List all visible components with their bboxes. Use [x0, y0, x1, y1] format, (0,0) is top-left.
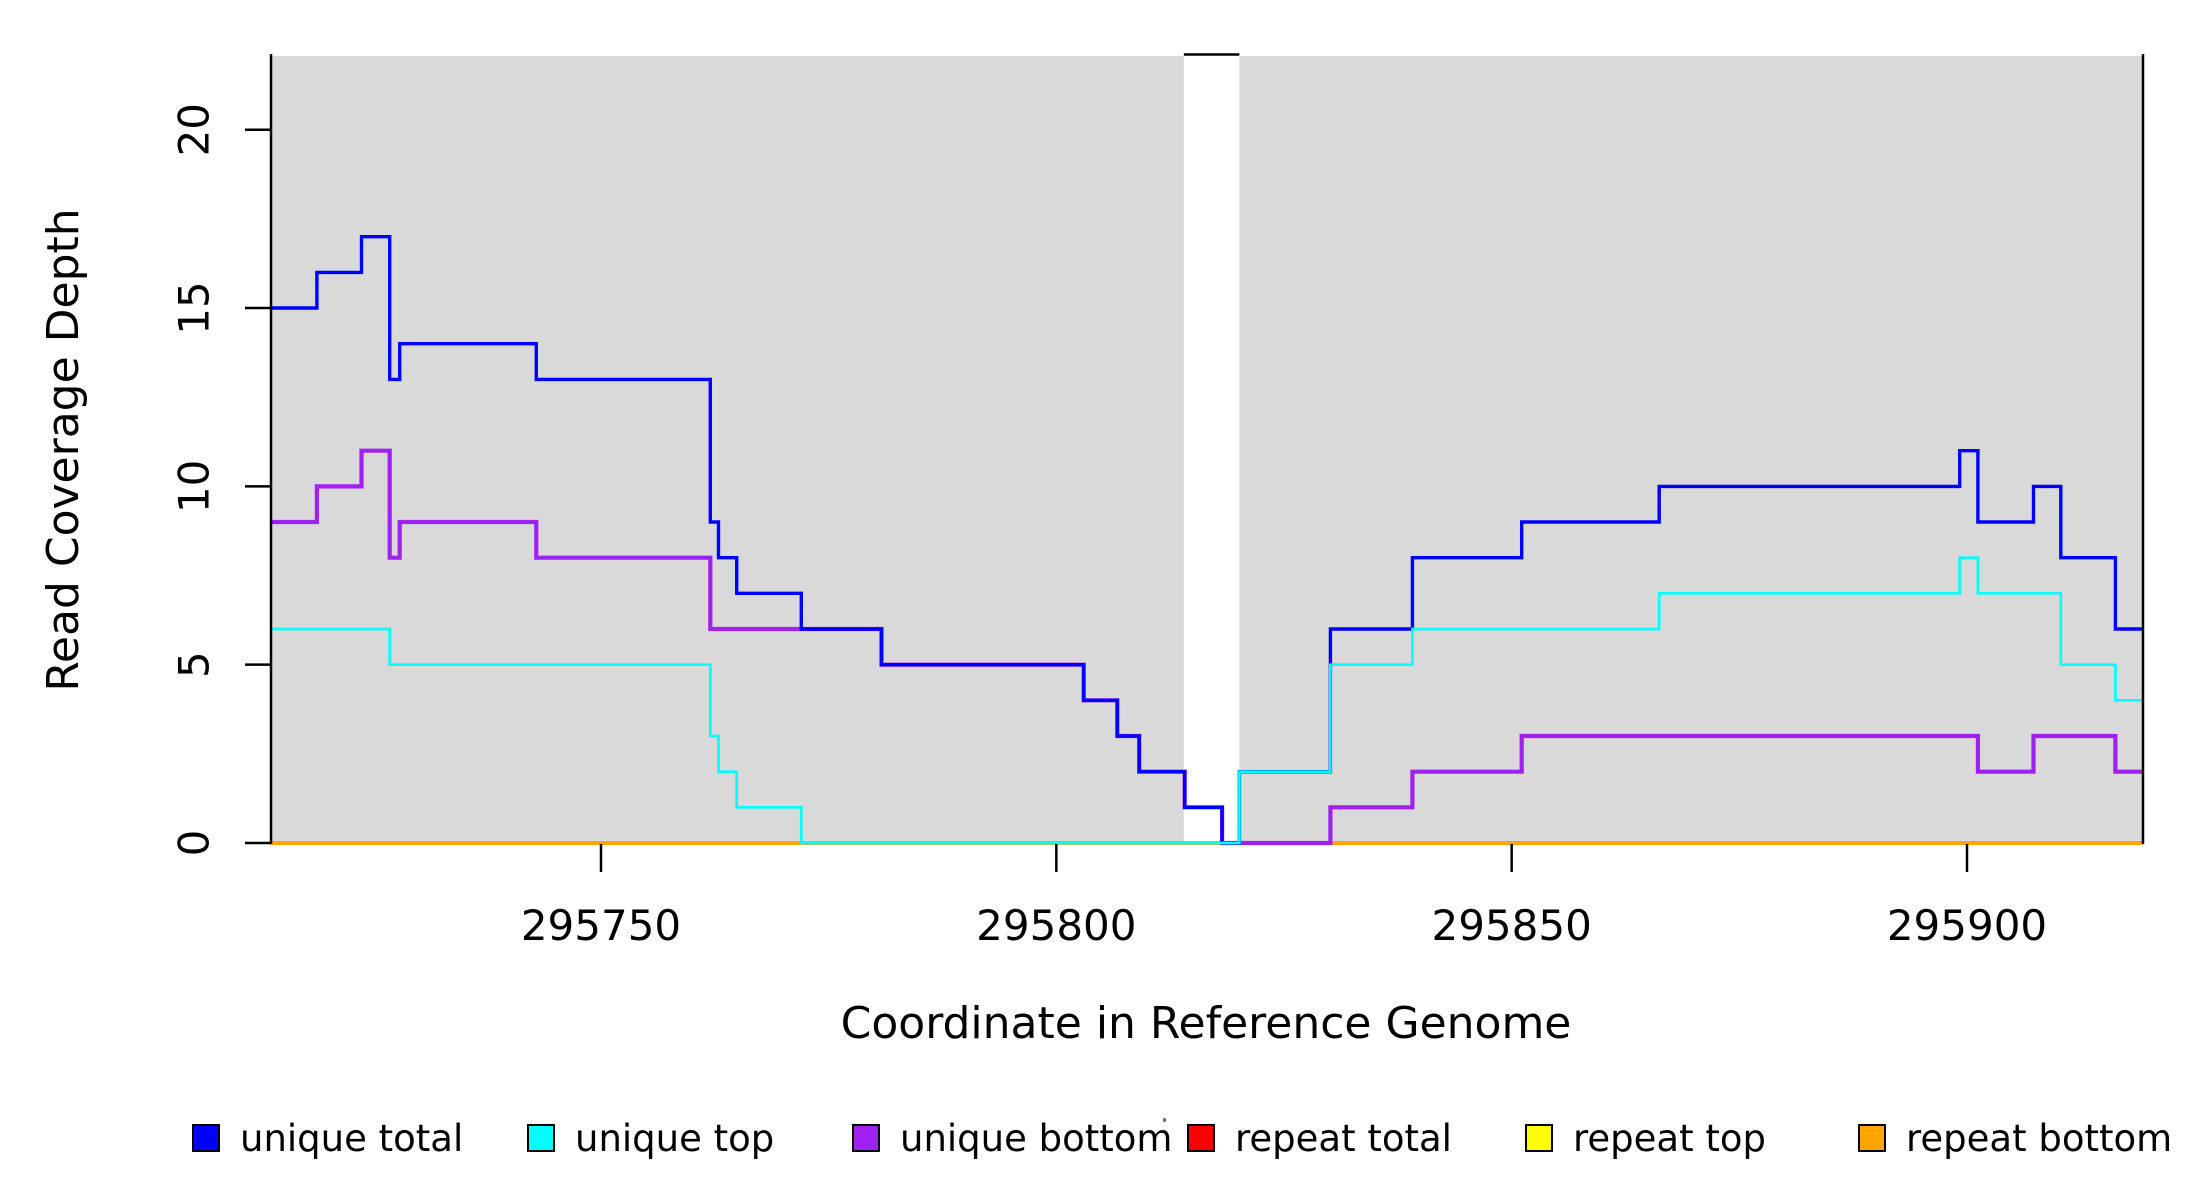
y-tick-label-5: 5 — [170, 651, 219, 678]
legend-label-repeat-top: repeat top — [1573, 1116, 1766, 1160]
legend-item-unique-total: unique total — [192, 1116, 464, 1160]
legend-swatch-unique-total — [192, 1124, 220, 1152]
x-tick-label-295750: 295750 — [521, 901, 681, 950]
axes — [269, 54, 2145, 844]
legend-label-unique-top: unique top — [575, 1116, 775, 1160]
y-tick-label-15: 15 — [170, 281, 219, 334]
coverage-region-1 — [1239, 56, 2143, 843]
y-tick-label-10: 10 — [170, 460, 219, 513]
tick-marks-and-labels: 295750 295800 295850 295900 0 5 10 15 20 — [170, 103, 2048, 950]
legend-swatch-unique-top — [527, 1124, 555, 1152]
legend-item-unique-bottom: unique bottom — [852, 1116, 1173, 1160]
legend-swatch-repeat-top — [1525, 1124, 1553, 1152]
x-axis-title: Coordinate in Reference Genome — [841, 998, 1572, 1049]
legend-item-repeat-total: repeat total — [1187, 1116, 1452, 1160]
series-line-unique-total — [270, 235, 2143, 845]
x-tick-label-295900: 295900 — [1887, 901, 2047, 950]
y-tick-label-0: 0 — [170, 830, 219, 857]
series-lines — [270, 235, 2143, 846]
legend-item-repeat-bottom: repeat bottom — [1858, 1116, 2173, 1160]
y-tick-label-20: 20 — [170, 103, 219, 156]
legend-swatch-repeat-total — [1187, 1124, 1215, 1152]
legend-swatch-unique-bottom — [852, 1124, 880, 1152]
x-tick-label-295850: 295850 — [1431, 901, 1591, 950]
legend-item-unique-top: unique top — [527, 1116, 775, 1160]
series-line-unique-top — [270, 556, 2143, 845]
legend-label-repeat-bottom: repeat bottom — [1906, 1116, 2173, 1160]
legend-swatch-repeat-bottom — [1858, 1124, 1886, 1152]
legend-label-unique-bottom: unique bottom — [900, 1116, 1173, 1160]
plot-background-regions — [270, 56, 2143, 843]
y-axis-title: Read Coverage Depth — [38, 208, 89, 691]
x-tick-label-295800: 295800 — [976, 901, 1136, 950]
legend-item-repeat-top: repeat top — [1525, 1116, 1766, 1160]
legend-label-unique-total: unique total — [240, 1116, 464, 1160]
speck-artifact — [1163, 1118, 1166, 1122]
coverage-region-0 — [270, 56, 1184, 843]
legend-label-repeat-total: repeat total — [1235, 1116, 1452, 1160]
